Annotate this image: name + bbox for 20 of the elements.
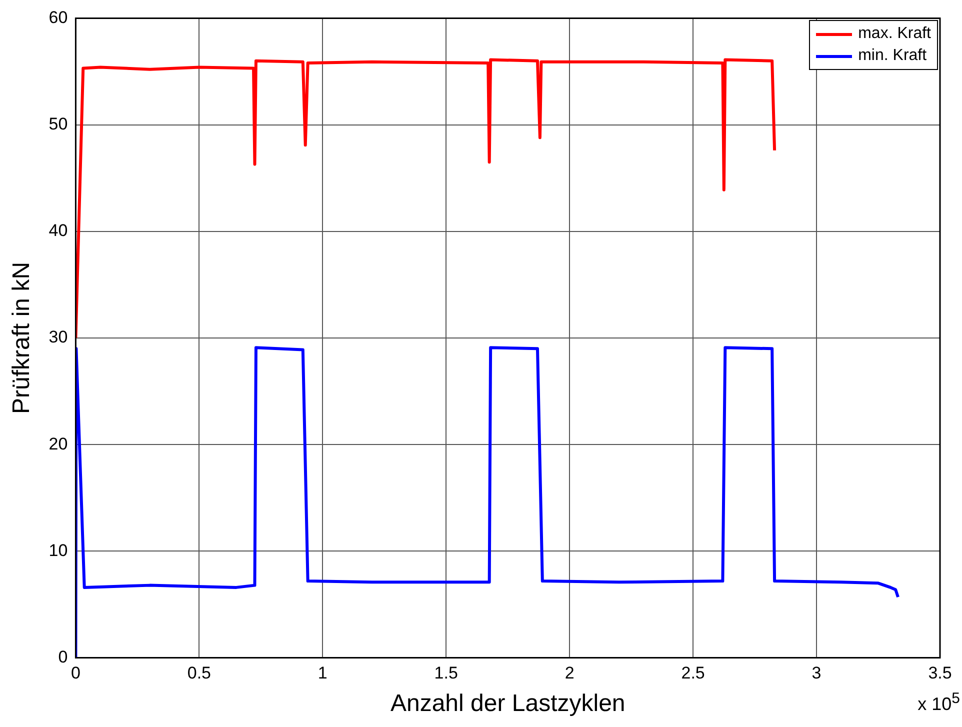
text: x 10$^{5}$ <box>918 690 960 714</box>
y-tick-label: 40 <box>48 221 68 240</box>
y-tick-label: 20 <box>48 434 68 454</box>
x-tick-label: 0 <box>70 664 80 683</box>
x-tick-label: 0.5 <box>187 664 211 683</box>
x-tick-label: 1 <box>318 664 328 683</box>
y-tick-label: 30 <box>48 328 68 347</box>
x-tick-label: 2.5 <box>681 664 705 683</box>
x-tick-label: 1.5 <box>434 664 458 683</box>
x-tick-label: 3 <box>812 664 822 683</box>
x-tick-label: 2 <box>564 664 574 683</box>
legend-label: min. Kraft <box>858 47 927 66</box>
y-axis-title: Prüfkraft in kN <box>8 262 36 414</box>
y-tick-label: 10 <box>48 540 68 560</box>
legend-label: max. Kraft <box>858 25 931 44</box>
y-tick-label: 0 <box>58 647 68 666</box>
y-tick-label: 50 <box>48 114 68 134</box>
x-tick-label: 3.5 <box>928 664 952 683</box>
x-axis-title: Anzahl der Lastzyklen <box>390 690 626 718</box>
y-tick-label: 60 <box>48 8 68 27</box>
